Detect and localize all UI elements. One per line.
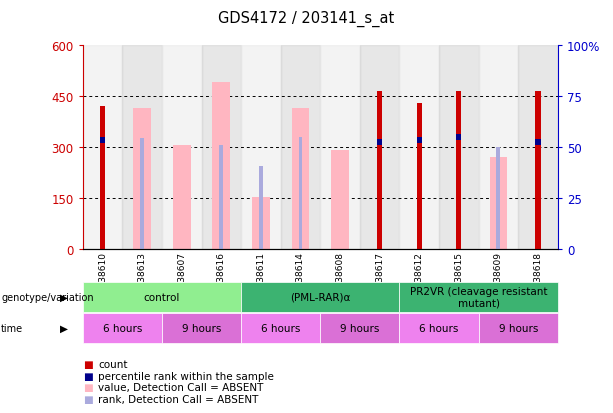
Bar xyxy=(202,45,241,250)
Bar xyxy=(536,91,541,250)
Bar xyxy=(456,91,462,250)
Bar xyxy=(321,45,360,250)
Text: PR2VR (cleavage resistant
mutant): PR2VR (cleavage resistant mutant) xyxy=(410,286,547,308)
Bar xyxy=(536,140,541,146)
Bar xyxy=(83,45,123,250)
Bar xyxy=(213,83,230,250)
Text: ▶: ▶ xyxy=(60,323,69,333)
Bar xyxy=(377,140,383,146)
Bar xyxy=(417,138,422,144)
Text: percentile rank within the sample: percentile rank within the sample xyxy=(98,371,274,381)
Bar xyxy=(417,103,422,250)
Text: 9 hours: 9 hours xyxy=(498,323,538,333)
Bar xyxy=(439,45,479,250)
Bar xyxy=(518,45,558,250)
Text: control: control xyxy=(143,292,180,302)
Bar xyxy=(299,138,302,250)
Text: count: count xyxy=(98,359,128,369)
Bar xyxy=(331,151,349,250)
Bar xyxy=(400,45,439,250)
Text: ■: ■ xyxy=(83,382,93,392)
Bar xyxy=(490,158,508,250)
Bar xyxy=(259,166,263,250)
Bar xyxy=(456,134,462,140)
Text: 6 hours: 6 hours xyxy=(261,323,300,333)
Text: 6 hours: 6 hours xyxy=(102,323,142,333)
Text: 9 hours: 9 hours xyxy=(182,323,221,333)
Bar xyxy=(219,146,223,250)
Text: GDS4172 / 203141_s_at: GDS4172 / 203141_s_at xyxy=(218,10,395,26)
Text: genotype/variation: genotype/variation xyxy=(1,292,94,302)
Bar xyxy=(479,45,518,250)
Bar xyxy=(162,45,202,250)
Text: value, Detection Call = ABSENT: value, Detection Call = ABSENT xyxy=(98,382,264,392)
Bar xyxy=(281,45,321,250)
Bar xyxy=(100,107,105,250)
Text: ■: ■ xyxy=(83,359,93,369)
Bar xyxy=(360,45,400,250)
Bar xyxy=(133,109,151,250)
Text: time: time xyxy=(1,323,23,333)
Bar xyxy=(140,139,144,250)
Text: 6 hours: 6 hours xyxy=(419,323,459,333)
Bar xyxy=(377,91,383,250)
Bar xyxy=(252,197,270,250)
Bar xyxy=(173,146,191,250)
Text: (PML-RAR)α: (PML-RAR)α xyxy=(290,292,351,302)
Text: ■: ■ xyxy=(83,371,93,381)
Text: ■: ■ xyxy=(83,394,93,404)
Text: rank, Detection Call = ABSENT: rank, Detection Call = ABSENT xyxy=(98,394,259,404)
Bar xyxy=(100,138,105,144)
Text: ▶: ▶ xyxy=(60,292,69,302)
Text: 9 hours: 9 hours xyxy=(340,323,379,333)
Bar xyxy=(497,147,500,250)
Bar xyxy=(123,45,162,250)
Bar xyxy=(241,45,281,250)
Bar xyxy=(292,109,310,250)
